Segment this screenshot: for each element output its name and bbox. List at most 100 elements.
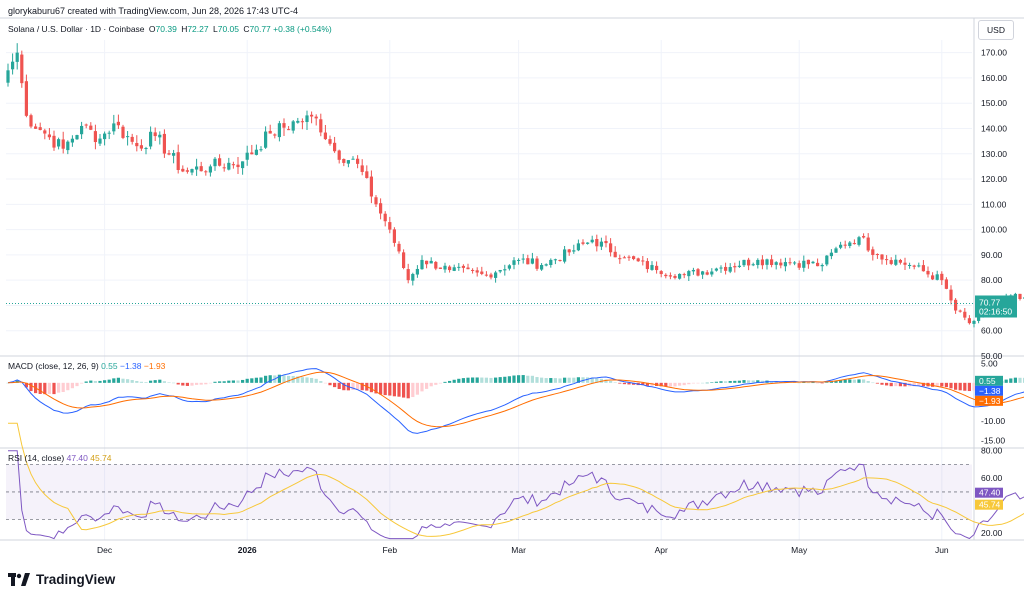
macd-hist-bar	[774, 381, 778, 383]
candle-body	[356, 158, 360, 164]
macd-hist-bar	[351, 382, 355, 390]
macd-legend-signal: −1.93	[143, 361, 166, 371]
candle-body	[756, 259, 760, 266]
macd-hist-bar	[300, 377, 304, 383]
macd-hist-bar	[931, 382, 935, 387]
candle-body	[112, 123, 116, 132]
close-label: C	[243, 24, 250, 34]
candle-body	[908, 264, 912, 266]
candle-body	[563, 249, 567, 262]
macd-hist-bar	[719, 381, 723, 383]
macd-hist-bar	[80, 382, 84, 384]
price-axis-label: 140.00	[981, 123, 1007, 133]
macd-hist-bar	[687, 382, 691, 385]
rsi-value-tag	[975, 499, 1003, 510]
macd-hist-bar	[374, 382, 378, 394]
macd-hist-bar	[310, 377, 314, 383]
macd-hist-bar	[319, 381, 323, 383]
macd-hist-bar	[701, 382, 705, 384]
candle-body	[448, 266, 452, 271]
candle-body	[333, 142, 337, 152]
rsi-axis-label: 80.00	[981, 446, 1003, 456]
macd-legend[interactable]: MACD (close, 12, 26, 9) 0.55 −1.38 −1.93	[8, 361, 165, 371]
macd-hist-bar	[912, 382, 916, 387]
candle-body	[553, 259, 557, 261]
macd-hist-bar	[724, 381, 728, 383]
last-price-tag	[975, 295, 1017, 318]
macd-hist-bar	[360, 382, 364, 391]
macd-hist-bar	[158, 379, 162, 383]
candle-body	[406, 269, 410, 281]
macd-axis-label: 5.00	[981, 359, 998, 369]
candle-body	[116, 121, 120, 126]
attribution-text: glorykaburu67 created with TradingView.c…	[8, 6, 298, 16]
candle-body	[11, 61, 15, 70]
macd-hist-bar	[756, 380, 760, 383]
macd-hist-bar	[710, 382, 714, 383]
candle-body	[402, 252, 406, 268]
price-axis-label: 130.00	[981, 149, 1007, 159]
tradingview-logo[interactable]: TradingView	[8, 572, 115, 587]
candle-body	[475, 270, 479, 273]
price-axis-label: 60.00	[981, 326, 1003, 336]
macd-hist-bar	[857, 379, 861, 383]
candle-body	[484, 274, 488, 276]
currency-button[interactable]: USD	[978, 20, 1014, 40]
candle-body	[599, 241, 603, 247]
macd-hist-bar	[742, 380, 746, 383]
candle-body	[93, 131, 97, 143]
candle-body	[917, 265, 921, 267]
candle-body	[963, 311, 967, 318]
candle-body	[29, 115, 33, 127]
macd-hist-bar	[935, 382, 939, 387]
candle-body	[935, 274, 939, 280]
macd-hist-bar	[213, 381, 217, 383]
macd-hist-bar	[645, 382, 649, 386]
symbol-legend: Solana / U.S. Dollar · 1D · Coinbase O70…	[8, 24, 332, 34]
macd-hist-bar	[149, 380, 153, 383]
macd-hist-bar	[714, 381, 718, 383]
macd-hist-bar	[834, 380, 838, 383]
candle-body	[668, 275, 672, 277]
rsi-value-tag-text: 45.74	[979, 500, 1001, 510]
candle-body	[825, 255, 829, 265]
candle-body	[783, 262, 787, 267]
macd-hist-bar	[282, 375, 286, 383]
close-value: 70.77	[249, 24, 271, 34]
macd-line	[7, 368, 1024, 434]
macd-hist-bar	[337, 382, 341, 389]
candle-body	[788, 262, 792, 264]
candle-body	[595, 239, 599, 247]
candle-body	[507, 265, 511, 269]
macd-hist-bar	[195, 382, 199, 385]
candle-body	[521, 258, 525, 260]
candle-body	[282, 123, 286, 128]
macd-hist-bar	[751, 380, 755, 383]
candle-body	[526, 258, 530, 265]
candle-body	[774, 262, 778, 265]
rsi-value-tag	[975, 487, 1003, 498]
macd-hist-bar	[144, 382, 148, 383]
symbol-title[interactable]: Solana / U.S. Dollar · 1D · Coinbase	[8, 24, 145, 34]
candle-body	[742, 259, 746, 266]
candle-body	[728, 267, 732, 272]
macd-hist-bar	[167, 382, 171, 383]
candle-body	[300, 121, 304, 123]
candle-body	[47, 134, 51, 138]
candle-body	[816, 262, 820, 267]
candle-body	[264, 131, 268, 148]
candle-body	[862, 236, 866, 238]
candle-body	[848, 242, 852, 247]
candle-body	[328, 139, 332, 144]
rsi-legend[interactable]: RSI (14, close) 47.40 45.74	[8, 453, 112, 463]
candle-body	[153, 132, 157, 137]
candle-body	[673, 275, 677, 278]
macd-hist-bar	[590, 377, 594, 383]
macd-hist-bar	[296, 376, 300, 383]
candle-body	[6, 70, 10, 83]
candle-body	[977, 314, 981, 321]
candle-body	[958, 310, 962, 312]
candle-body	[609, 243, 613, 253]
macd-hist-bar	[563, 377, 567, 383]
